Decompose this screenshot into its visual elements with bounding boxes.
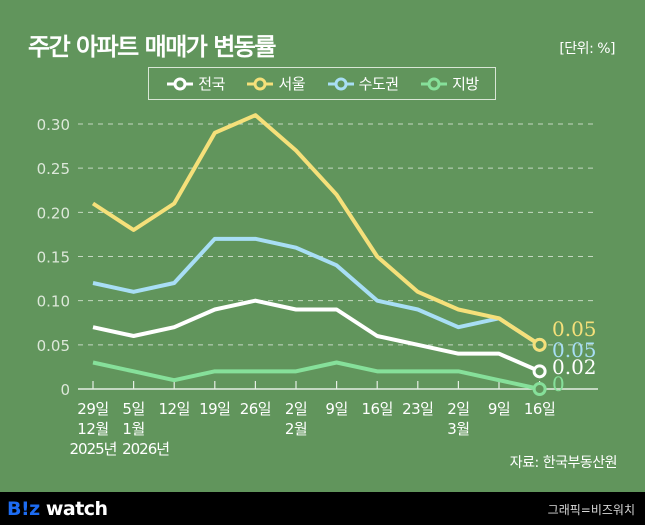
end-value-label: 0: [552, 372, 565, 396]
end-point-marker: [532, 364, 547, 379]
series-line-3: [92, 360, 541, 391]
series-line-2: [92, 236, 541, 347]
y-tick-label: 0: [60, 381, 70, 399]
y-tick-label: 0.25: [37, 160, 70, 178]
legend-label: 서울: [278, 75, 306, 93]
end-value-label: 0.02: [552, 355, 597, 379]
x-tick-label: 23일: [402, 400, 433, 418]
chart-title: 주간 아파트 매매가 변동률: [28, 33, 276, 61]
x-year-label: 2026년: [122, 440, 169, 458]
bizwatch-logo: B!z watch: [7, 498, 108, 520]
x-tick-label: 16일: [362, 400, 393, 418]
logo-suffix: watch: [39, 498, 108, 520]
x-month-label: 2월: [285, 420, 307, 438]
x-month-label: 3월: [447, 420, 469, 438]
legend: 전국 서울 수도권 지방: [148, 67, 496, 100]
unit-label: [단위: %]: [559, 41, 615, 57]
line-chart: 0 0.05 0.10 0.15 0.20 0.25 0.30 29일 12월 2025년 5일 1월…: [37, 113, 598, 458]
x-tick-label: 5일: [122, 400, 144, 418]
y-tick-label: 0.10: [37, 293, 70, 311]
legend-marker-icon: [167, 77, 194, 90]
y-tick-label: 0.30: [37, 116, 70, 134]
series-line-1: [91, 113, 541, 347]
footer-bar: B!z watch 그래픽=비즈워치: [0, 492, 645, 525]
x-tick-label: 9일: [325, 400, 347, 418]
legend-label: 전국: [198, 75, 225, 93]
x-month-label: 12월: [77, 420, 108, 438]
end-point-marker: [532, 382, 547, 396]
graphic-credit: 그래픽=비즈워치: [547, 503, 635, 517]
x-tick-label: 26일: [240, 400, 271, 418]
x-tick-label: 19일: [199, 400, 230, 418]
y-tick-label: 0.05: [37, 337, 70, 355]
x-tick-label: 2일: [285, 400, 307, 418]
x-year-label: 2025년: [70, 440, 117, 458]
legend-marker-icon: [421, 77, 448, 90]
legend-marker-icon: [327, 77, 354, 90]
series-line-0: [92, 298, 541, 374]
logo-prefix: B!z: [7, 498, 40, 520]
end-value-label: 0.05: [552, 338, 597, 362]
end-value-label: 0.05: [552, 317, 597, 341]
legend-item-seoul: 서울: [245, 73, 306, 94]
legend-label: 지방: [452, 75, 479, 93]
end-point-marker: [532, 337, 547, 352]
legend-marker-icon: [247, 77, 274, 90]
x-tick-label: 9일: [488, 400, 510, 418]
x-tick-label: 29일: [77, 400, 108, 418]
legend-item-capital: 수도권: [326, 73, 399, 94]
y-tick-label: 0.15: [37, 249, 70, 267]
x-tick-label: 12일: [159, 400, 190, 418]
x-month-label: 1월: [122, 420, 144, 438]
x-tick-label: 16일: [524, 400, 555, 418]
legend-item-regional: 지방: [419, 73, 479, 94]
x-tick-label: 2일: [447, 400, 469, 418]
y-tick-label: 0.20: [37, 204, 70, 222]
source-label: 자료: 한국부동산원: [509, 455, 618, 471]
legend-label: 수도권: [358, 75, 399, 93]
legend-item-nationwide: 전국: [165, 73, 225, 94]
